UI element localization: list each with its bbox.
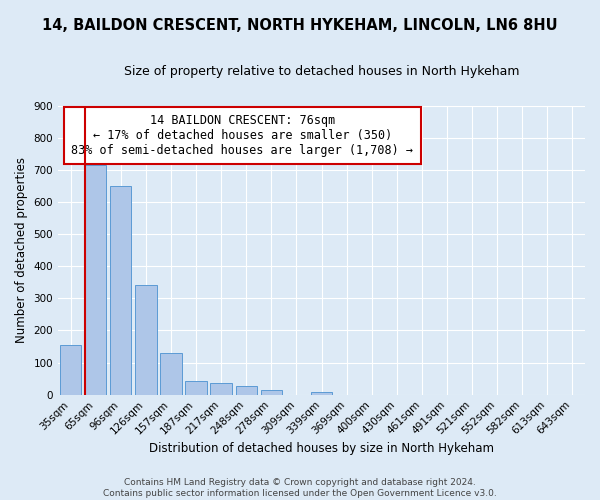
Text: 14 BAILDON CRESCENT: 76sqm
← 17% of detached houses are smaller (350)
83% of sem: 14 BAILDON CRESCENT: 76sqm ← 17% of deta…: [71, 114, 413, 157]
Bar: [185, 381, 207, 394]
Title: Size of property relative to detached houses in North Hykeham: Size of property relative to detached ho…: [124, 65, 519, 78]
Bar: [60, 345, 81, 395]
Bar: [110, 186, 131, 394]
Text: Contains HM Land Registry data © Crown copyright and database right 2024.
Contai: Contains HM Land Registry data © Crown c…: [103, 478, 497, 498]
Bar: [260, 390, 282, 394]
X-axis label: Distribution of detached houses by size in North Hykeham: Distribution of detached houses by size …: [149, 442, 494, 455]
Bar: [311, 392, 332, 394]
Text: 14, BAILDON CRESCENT, NORTH HYKEHAM, LINCOLN, LN6 8HU: 14, BAILDON CRESCENT, NORTH HYKEHAM, LIN…: [42, 18, 558, 32]
Bar: [236, 386, 257, 394]
Bar: [135, 286, 157, 395]
Bar: [160, 353, 182, 395]
Bar: [211, 384, 232, 394]
Bar: [85, 165, 106, 394]
Y-axis label: Number of detached properties: Number of detached properties: [15, 157, 28, 343]
